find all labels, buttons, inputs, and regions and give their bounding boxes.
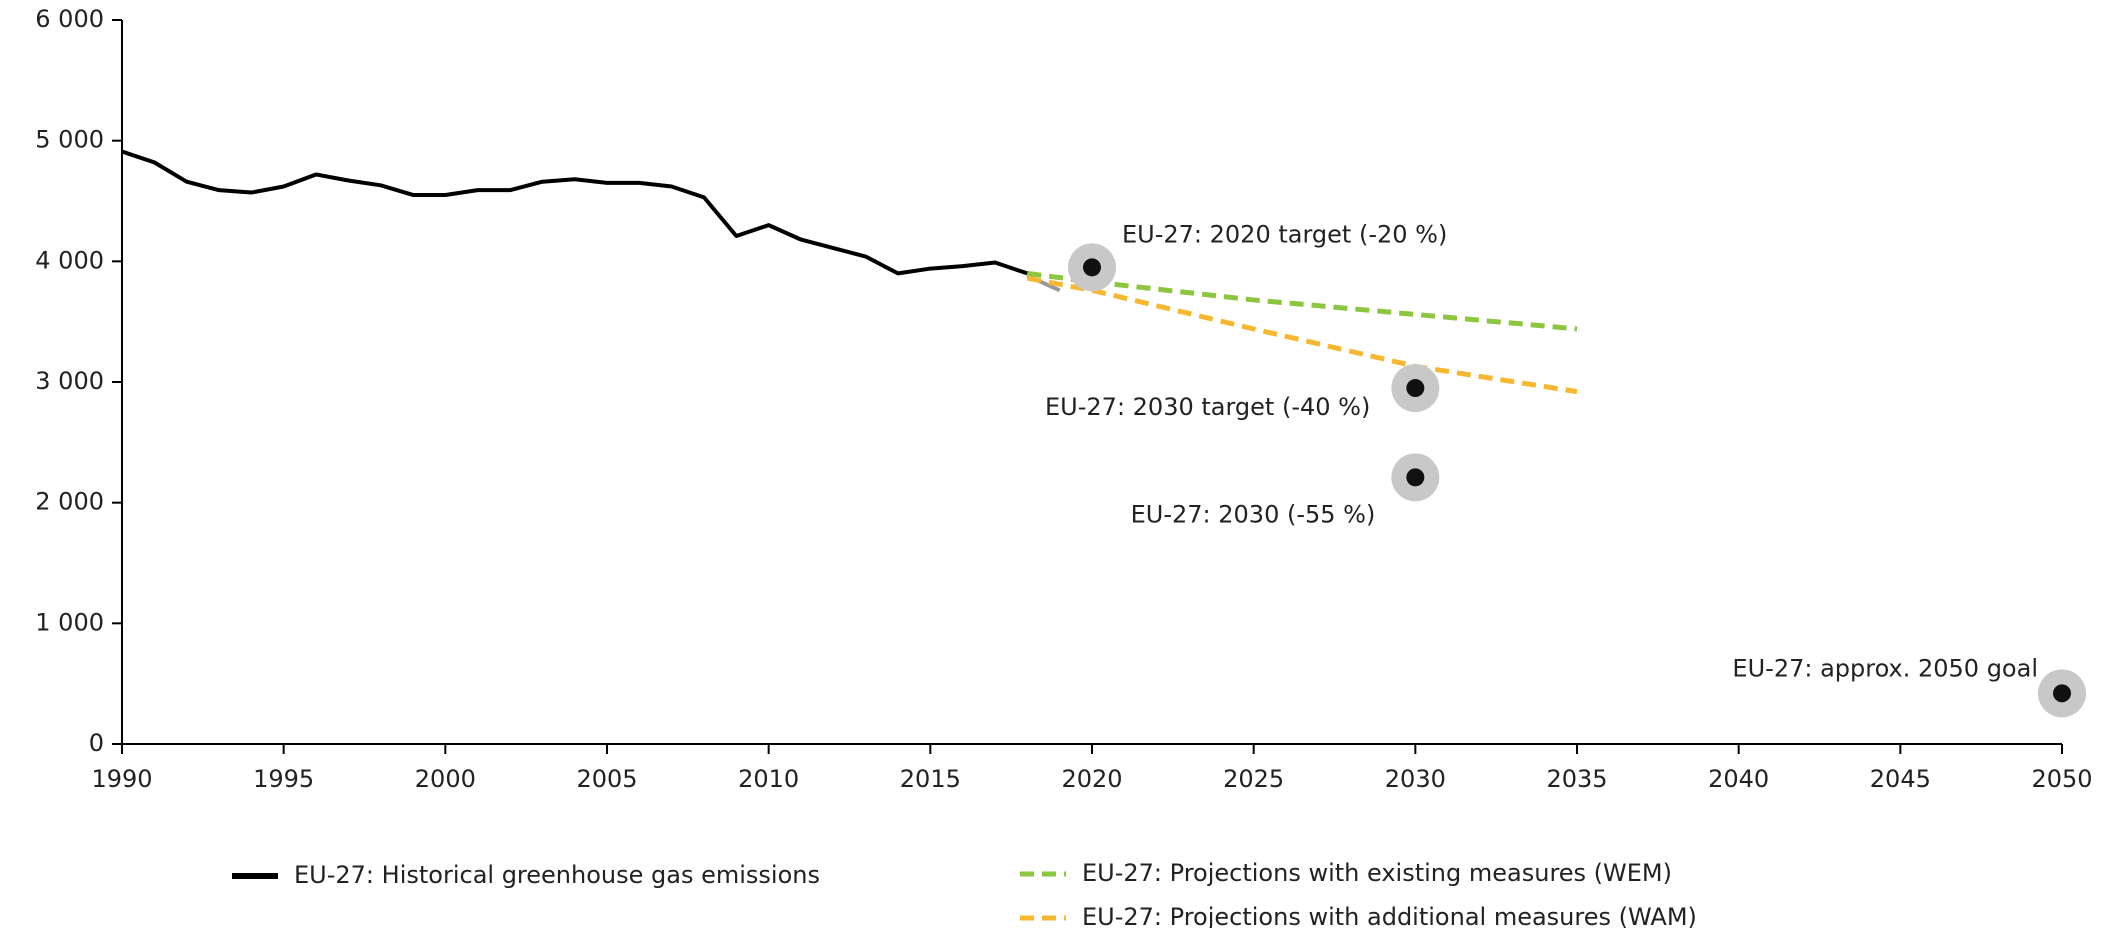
target-point — [1406, 468, 1425, 487]
legend-label: EU-27: Historical greenhouse gas emissio… — [294, 861, 820, 889]
y-tick-label: 1 000 — [35, 608, 104, 636]
x-tick-label: 1990 — [91, 765, 152, 793]
target-label: EU-27: 2020 target (-20 %) — [1122, 220, 1447, 248]
target-point — [2053, 684, 2071, 703]
series-line — [1027, 270, 1578, 332]
x-tick-label: 2045 — [1870, 765, 1931, 793]
y-tick-label: 5 000 — [35, 126, 104, 154]
y-tick-label: 2 000 — [35, 488, 104, 516]
y-tick-label: 6 000 — [35, 5, 104, 33]
x-tick-label: 2000 — [415, 765, 476, 793]
legend-label: EU-27: Projections with additional measu… — [1082, 903, 1697, 928]
target-label: EU-27: 2030 target (-40 %) — [1045, 393, 1370, 421]
y-tick-label: 0 — [89, 729, 104, 757]
x-tick-label: 2025 — [1223, 765, 1284, 793]
x-tick-label: 2005 — [576, 765, 637, 793]
target-point — [1406, 379, 1425, 398]
x-tick-label: 2020 — [1061, 765, 1122, 793]
y-tick-label: 3 000 — [35, 367, 104, 395]
x-tick-label: 2015 — [900, 765, 961, 793]
series-line — [1026, 275, 1578, 395]
target-point — [1083, 258, 1101, 277]
x-tick-label: 2040 — [1708, 765, 1769, 793]
target-label: EU-27: approx. 2050 goal — [1732, 654, 2038, 682]
x-tick-label: 2010 — [738, 765, 799, 793]
x-tick-label: 1995 — [253, 765, 314, 793]
legend-label: EU-27: Projections with existing measure… — [1082, 859, 1672, 887]
y-tick-label: 4 000 — [35, 246, 104, 274]
target-label: EU-27: 2030 (-55 %) — [1131, 500, 1376, 528]
x-tick-label: 2030 — [1385, 765, 1446, 793]
series-line — [121, 149, 1028, 276]
x-tick-label: 2050 — [2031, 765, 2092, 793]
x-tick-label: 2035 — [1546, 765, 1607, 793]
